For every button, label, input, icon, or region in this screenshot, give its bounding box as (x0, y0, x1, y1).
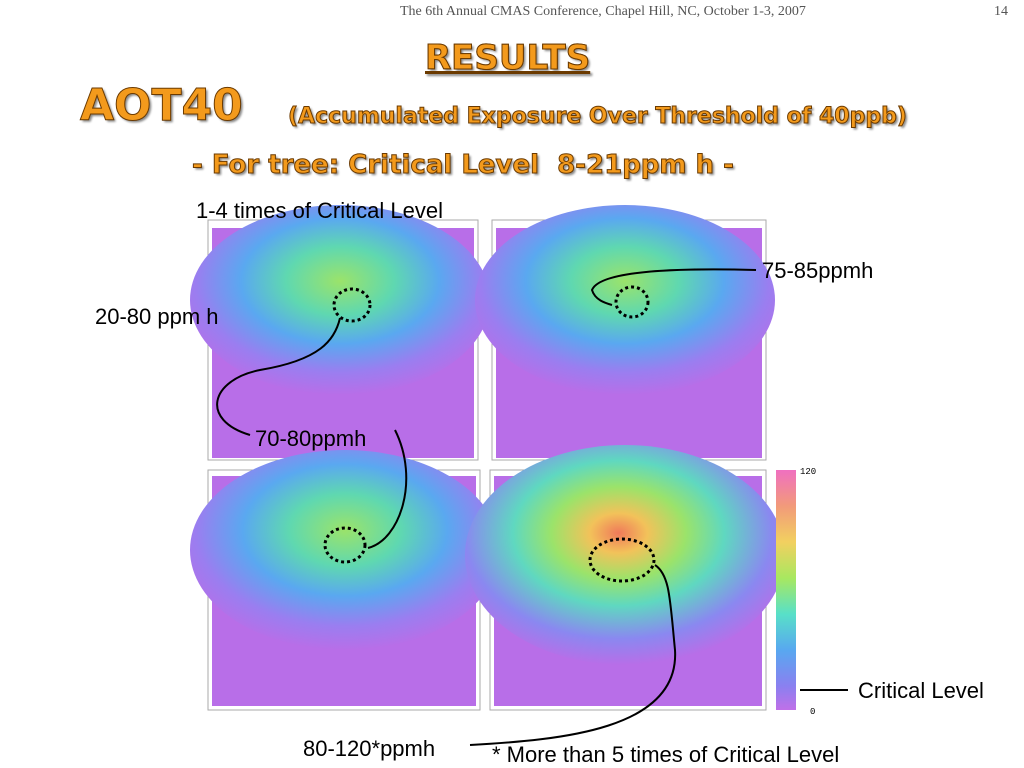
annotation: 20-80 ppm h (95, 304, 219, 329)
annotation: 70-80ppmh (255, 426, 367, 451)
annotation: Critical Level (858, 678, 984, 703)
annotation: 1-4 times of Critical Level (196, 198, 443, 223)
colorbar (776, 470, 796, 710)
colorbar-min: 0 (810, 707, 815, 717)
title-line2: - For tree: Critical Level 8-21ppm h - (192, 150, 735, 181)
annotation: 80-120*ppmh (303, 736, 436, 761)
conference: The 6th Annual CMAS Conference, Chapel H… (400, 4, 806, 19)
page-number: 14 (994, 4, 1008, 19)
colorbar-max: 120 (800, 467, 816, 477)
map-panel (190, 450, 500, 711)
map-panel (475, 205, 775, 461)
arrows (216, 268, 848, 746)
map-panel (190, 205, 490, 461)
map-panel (465, 445, 785, 711)
subtitle: (Accumulated Exposure Over Threshold of … (288, 104, 908, 130)
main-title: AOT40 (80, 80, 244, 132)
highlight-circles (323, 285, 656, 583)
heading: RESULTS (424, 38, 591, 79)
annotation: 75-85ppmh (762, 258, 874, 283)
annotation: * More than 5 times of Critical Level (492, 742, 840, 767)
